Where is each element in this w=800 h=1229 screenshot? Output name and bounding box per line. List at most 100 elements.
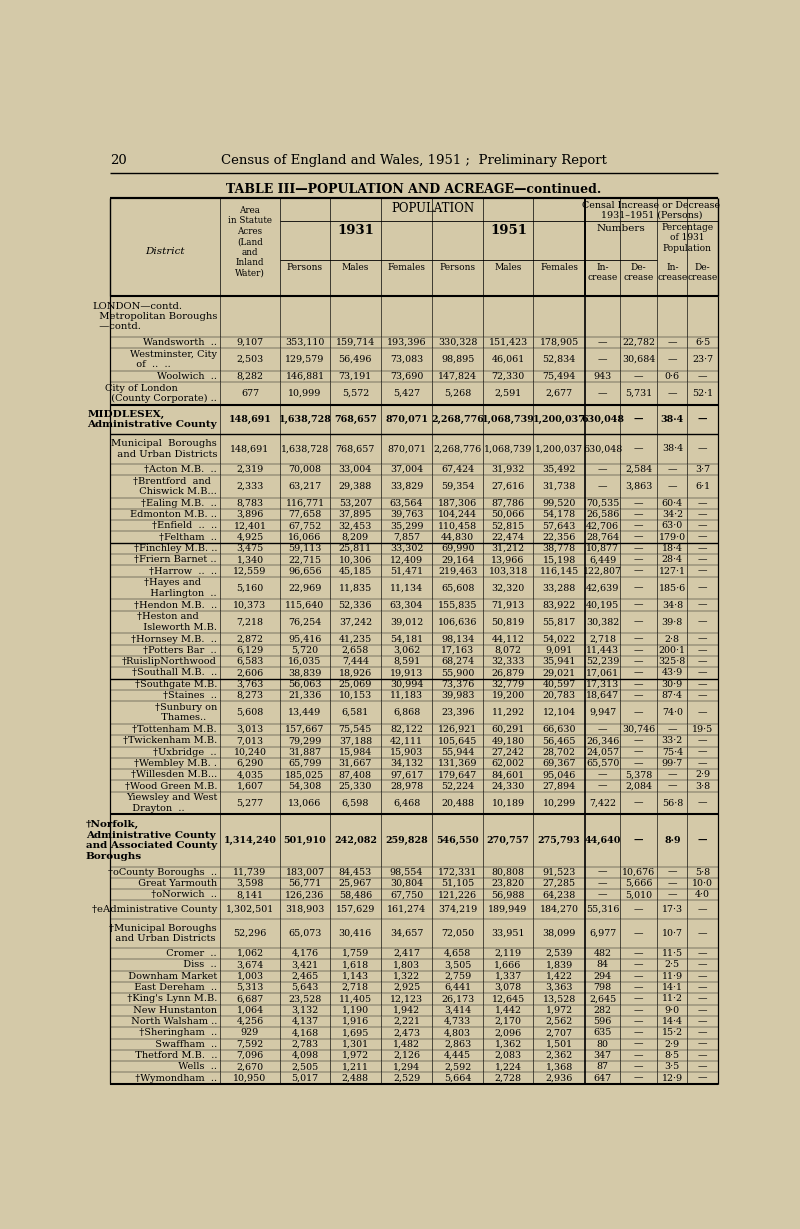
- Text: 2,083: 2,083: [494, 1051, 522, 1059]
- Text: 943: 943: [594, 372, 612, 381]
- Text: 77,658: 77,658: [288, 510, 322, 519]
- Text: North Walsham ..: North Walsham ..: [125, 1018, 217, 1026]
- Text: 105,645: 105,645: [438, 736, 478, 745]
- Text: 110,458: 110,458: [438, 521, 478, 531]
- Text: 54,178: 54,178: [542, 510, 576, 519]
- Text: †Feltham  ..: †Feltham ..: [159, 532, 217, 542]
- Text: 50,066: 50,066: [491, 510, 525, 519]
- Text: 30,746: 30,746: [622, 725, 655, 734]
- Text: 87,786: 87,786: [491, 499, 525, 508]
- Text: 1,839: 1,839: [546, 961, 573, 970]
- Text: 2,084: 2,084: [625, 782, 652, 790]
- Text: —: —: [698, 645, 707, 655]
- Text: 798: 798: [594, 983, 612, 992]
- Text: 65,073: 65,073: [288, 929, 322, 938]
- Text: 4,137: 4,137: [291, 1018, 318, 1026]
- Text: 183,007: 183,007: [286, 868, 325, 876]
- Text: 3,013: 3,013: [236, 725, 263, 734]
- Text: 11,739: 11,739: [234, 868, 266, 876]
- Text: Females: Females: [540, 263, 578, 272]
- Text: 2,268,776: 2,268,776: [434, 445, 482, 454]
- Text: 38,778: 38,778: [542, 544, 576, 553]
- Text: 54,022: 54,022: [542, 634, 576, 644]
- Text: 1,362: 1,362: [494, 1040, 522, 1048]
- Text: 178,905: 178,905: [539, 338, 579, 347]
- Text: 2,925: 2,925: [393, 983, 420, 992]
- Text: 26,586: 26,586: [586, 510, 619, 519]
- Text: 1,314,240: 1,314,240: [223, 836, 277, 846]
- Text: 6,583: 6,583: [236, 658, 264, 666]
- Text: 21,336: 21,336: [288, 691, 322, 701]
- Text: Diss  ..: Diss ..: [178, 961, 217, 970]
- Text: 7,013: 7,013: [237, 736, 263, 745]
- Text: 35,299: 35,299: [390, 521, 423, 531]
- Text: 157,629: 157,629: [336, 905, 375, 914]
- Text: 7,444: 7,444: [342, 658, 369, 666]
- Text: 4,098: 4,098: [291, 1051, 318, 1059]
- Text: 1,340: 1,340: [237, 556, 263, 564]
- Text: 2·9: 2·9: [665, 1040, 680, 1048]
- Text: 7,592: 7,592: [236, 1040, 263, 1048]
- Text: 42,639: 42,639: [586, 584, 619, 592]
- Text: 68,274: 68,274: [441, 658, 474, 666]
- Text: District: District: [146, 247, 185, 256]
- Text: 75,545: 75,545: [338, 725, 372, 734]
- Text: 74·0: 74·0: [662, 708, 683, 717]
- Text: 37,004: 37,004: [390, 465, 423, 473]
- Text: City of London
  (County Corporate) ..: City of London (County Corporate) ..: [105, 383, 217, 403]
- Text: 1931: 1931: [338, 224, 374, 237]
- Text: 57,643: 57,643: [542, 521, 576, 531]
- Text: 35,941: 35,941: [542, 658, 576, 666]
- Text: 31,212: 31,212: [491, 544, 525, 553]
- Text: 29,164: 29,164: [441, 556, 474, 564]
- Text: 25,330: 25,330: [338, 782, 372, 790]
- Text: Persons: Persons: [287, 263, 323, 272]
- Text: 677: 677: [241, 388, 259, 398]
- Text: —: —: [598, 482, 607, 490]
- Text: †RuislipNorthwood: †RuislipNorthwood: [122, 658, 217, 666]
- Text: 51,105: 51,105: [441, 879, 474, 889]
- Text: 3,763: 3,763: [236, 680, 264, 688]
- Text: 11·9: 11·9: [662, 972, 683, 981]
- Text: 3·7: 3·7: [695, 465, 710, 473]
- Text: 65,570: 65,570: [586, 760, 619, 768]
- Text: Percentage
of 1931
Population: Percentage of 1931 Population: [662, 222, 714, 253]
- Text: 2,473: 2,473: [393, 1029, 420, 1037]
- Text: 11,443: 11,443: [586, 645, 619, 655]
- Text: 31,887: 31,887: [289, 747, 322, 757]
- Text: 2,718: 2,718: [589, 634, 616, 644]
- Text: †Sheringham  ..: †Sheringham ..: [133, 1029, 217, 1037]
- Text: 5,643: 5,643: [291, 983, 318, 992]
- Text: In-
crease: In- crease: [587, 263, 618, 283]
- Text: —: —: [698, 445, 707, 454]
- Text: 8·5: 8·5: [665, 1051, 680, 1059]
- Text: —: —: [698, 747, 707, 757]
- Text: 20,488: 20,488: [441, 799, 474, 807]
- Text: 45,185: 45,185: [338, 567, 372, 575]
- Text: 2,539: 2,539: [546, 949, 573, 959]
- Text: —: —: [667, 879, 677, 889]
- Text: 147,824: 147,824: [438, 372, 477, 381]
- Text: 5,378: 5,378: [625, 771, 652, 779]
- Text: 6·1: 6·1: [695, 482, 710, 490]
- Text: 5,664: 5,664: [444, 1074, 471, 1083]
- Text: 3,132: 3,132: [291, 1005, 318, 1015]
- Text: 54,308: 54,308: [288, 782, 322, 790]
- Text: 1,068,739: 1,068,739: [484, 445, 532, 454]
- Text: 1,200,037: 1,200,037: [533, 415, 586, 424]
- Text: De-
crease: De- crease: [623, 263, 654, 283]
- Text: 73,376: 73,376: [441, 680, 474, 688]
- Text: 7,218: 7,218: [237, 617, 263, 627]
- Text: †Municipal Boroughs
  and Urban Districts: †Municipal Boroughs and Urban Districts: [110, 923, 217, 943]
- Text: 62,002: 62,002: [491, 760, 525, 768]
- Text: 22,782: 22,782: [622, 338, 655, 347]
- Text: 2,728: 2,728: [494, 1074, 522, 1083]
- Text: 2,677: 2,677: [546, 388, 573, 398]
- Text: 12·9: 12·9: [662, 1074, 683, 1083]
- Text: 24,330: 24,330: [491, 782, 525, 790]
- Text: 1,301: 1,301: [342, 1040, 369, 1048]
- Text: 39,763: 39,763: [390, 510, 423, 519]
- Text: 38·4: 38·4: [662, 445, 683, 454]
- Text: —: —: [634, 601, 643, 610]
- Text: 5,427: 5,427: [393, 388, 420, 398]
